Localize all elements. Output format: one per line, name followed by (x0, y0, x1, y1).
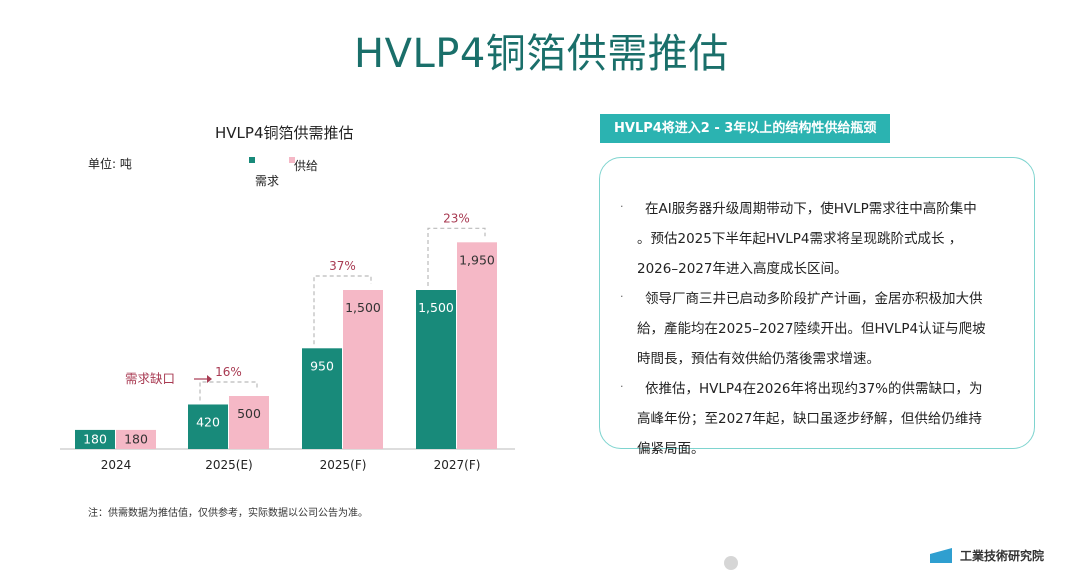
brand-name: 工業技術研究院 (960, 549, 1045, 563)
legend-demand-label: 需求 (255, 174, 280, 188)
demand-bar (416, 290, 456, 449)
watermark-icon (724, 556, 738, 570)
page-title: HVLP4铜箔供需推估 (354, 31, 729, 77)
supply-value-label: 500 (237, 406, 261, 421)
bullet-marker: · (620, 290, 624, 303)
x-tick-label: 2025(F) (320, 458, 367, 472)
gap-percent-label: 37% (329, 259, 356, 273)
gap-percent-label: 23% (443, 211, 470, 225)
bullet-marker: · (620, 200, 624, 213)
x-tick-label: 2024 (101, 458, 132, 472)
x-tick-label: 2027(F) (434, 458, 481, 472)
legend-demand-swatch (249, 157, 255, 163)
demand-value-label: 180 (83, 431, 107, 446)
bullet-text-line: 。预估2025下半年起HVLP4需求将呈现跳阶式成长 ， (637, 231, 963, 247)
demand-value-label: 1,500 (418, 300, 454, 315)
gap-bracket (199, 381, 258, 401)
demand-bar (188, 404, 228, 449)
gap-annotation-arrowhead (207, 375, 212, 383)
legend-supply-swatch (289, 157, 295, 163)
x-tick-label: 2025(E) (205, 458, 252, 472)
supply-bar (343, 290, 383, 449)
supply-bar (229, 396, 269, 449)
supply-value-label: 1,500 (345, 300, 381, 315)
gap-percent-label: 16% (215, 365, 242, 379)
bullet-text-line: 高峰年份；至2027年起，缺口虽逐步纾解，但供给仍维持 (637, 411, 982, 427)
footnote: 注：供需数据为推估值，仅供参考，实际数据以公司公告为准。 (88, 508, 368, 519)
supply-value-label: 1,950 (459, 252, 495, 267)
bullet-text-line: 领导厂商三井已启动多阶段扩产计画，金居亦积极加大供 (645, 291, 983, 307)
bullet-text-line: 時間長，預估有效供給仍落後需求增速。 (637, 351, 880, 367)
bullet-text-line: 2026–2027年进入高度成长区间。 (637, 261, 848, 277)
bullet-text-line: 依推估，HVLP4在2026年将出现约37%的供需缺口，为 (645, 381, 983, 397)
demand-value-label: 950 (310, 358, 334, 373)
chart-title: HVLP4铜箔供需推估 (215, 124, 354, 142)
banner: HVLP4将进入2 - 3年以上的结构性供给瓶颈 (600, 114, 891, 143)
demand-bar (75, 429, 115, 449)
gap-bracket (427, 227, 486, 286)
unit-label: 单位: 吨 (88, 157, 132, 171)
gap-annotation-label: 需求缺口 (125, 371, 175, 386)
supply-bar (457, 242, 497, 449)
bullet-text-line: 在AI服务器升级周期带动下，使HVLP需求往中高阶集中 (645, 201, 977, 217)
bullet-text-line: 給，產能均在2025–2027陸续开出。但HVLP4认证与爬坡 (637, 321, 986, 337)
bullet-text-line: 偏紧局面。 (637, 441, 705, 457)
info-box (599, 157, 1035, 449)
gap-bracket (313, 275, 372, 345)
legend-supply-label: 供给 (294, 159, 319, 173)
demand-value-label: 420 (196, 414, 220, 429)
bullet-marker: · (620, 380, 624, 393)
supply-value-label: 180 (124, 431, 148, 446)
demand-bar (302, 348, 342, 449)
supply-bar (116, 429, 156, 449)
